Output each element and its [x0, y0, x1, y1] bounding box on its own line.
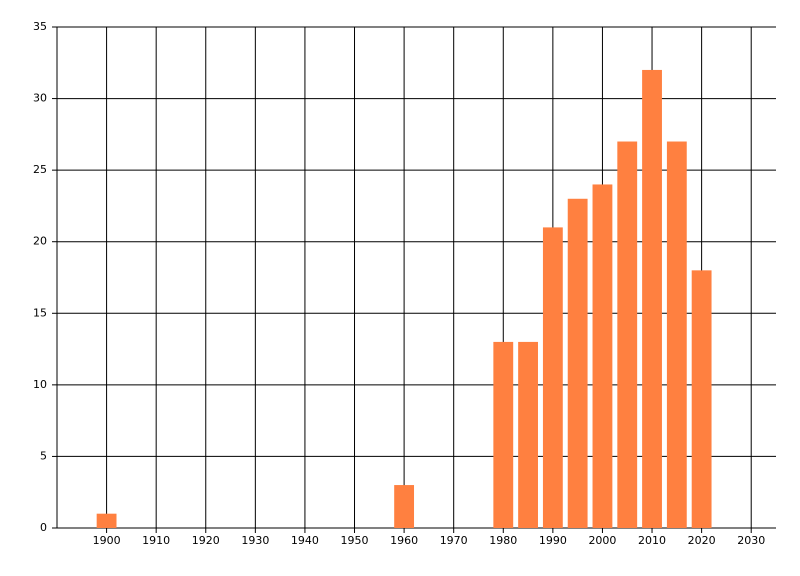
x-tick-label: 2020	[688, 534, 716, 547]
x-tick-label: 2000	[588, 534, 616, 547]
bar	[394, 485, 415, 528]
x-tick-label: 1950	[341, 534, 369, 547]
bar	[617, 141, 638, 528]
bar	[642, 69, 662, 528]
bar	[96, 513, 117, 528]
x-tick-label: 1920	[192, 534, 220, 547]
x-tick-label: 1900	[93, 534, 121, 547]
x-tick-label: 1970	[440, 534, 468, 547]
x-tick-label: 2010	[638, 534, 666, 547]
x-tick-label: 1980	[489, 534, 517, 547]
y-tick-label: 10	[33, 378, 47, 391]
y-tick-label: 5	[40, 449, 47, 462]
bar	[666, 141, 687, 528]
y-tick-label: 25	[33, 163, 47, 176]
bar	[592, 184, 613, 528]
x-tick-label: 1960	[390, 534, 418, 547]
bar	[493, 341, 514, 528]
x-tick-label: 2030	[737, 534, 765, 547]
x-tick-label: 1940	[291, 534, 319, 547]
bar	[542, 227, 563, 528]
y-tick-label: 30	[33, 92, 47, 105]
bar	[518, 341, 538, 528]
x-tick-label: 1910	[142, 534, 170, 547]
x-tick-label: 1930	[241, 534, 269, 547]
x-tick-label: 1990	[539, 534, 567, 547]
y-tick-label: 0	[40, 521, 47, 534]
y-tick-label: 15	[33, 306, 47, 319]
y-tick-label: 35	[33, 20, 47, 33]
y-tick-label: 20	[33, 235, 47, 248]
bar	[567, 198, 588, 528]
bar	[691, 270, 712, 528]
